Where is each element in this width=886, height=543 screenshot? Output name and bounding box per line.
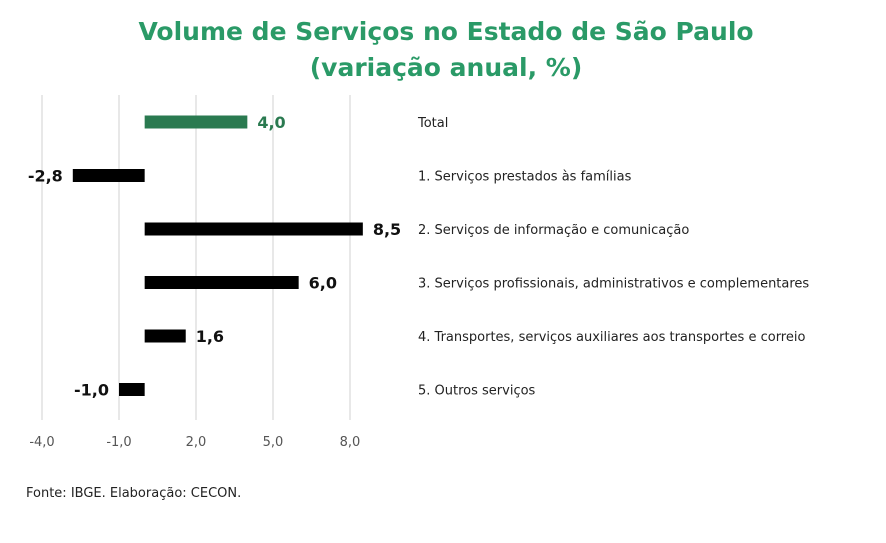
bar <box>119 383 145 396</box>
category-label: 4. Transportes, serviços auxiliares aos … <box>418 330 805 345</box>
category-label: 5. Outros serviços <box>418 384 536 399</box>
x-tick-label: 5,0 <box>263 435 284 450</box>
data-label: -2,8 <box>28 167 63 186</box>
data-label: 6,0 <box>309 274 337 293</box>
data-label: -1,0 <box>74 381 109 400</box>
value-labels: 4,0 -2,8 8,5 6,0 1,6 -1,0 <box>28 113 401 400</box>
x-axis-ticks: -4,0 -1,0 2,0 5,0 8,0 <box>29 435 360 450</box>
category-label: Total <box>417 116 448 131</box>
data-label: 1,6 <box>196 327 224 346</box>
bar <box>144 276 299 289</box>
category-label: 3. Serviços profissionais, administrativ… <box>418 277 809 292</box>
bar <box>144 222 363 236</box>
category-labels: Total 1. Serviços prestados às famílias 2.… <box>417 116 809 399</box>
x-tick-label: 8,0 <box>340 435 361 450</box>
source-note: Fonte: IBGE. Elaboração: CECON. <box>26 486 242 501</box>
x-tick-label: -4,0 <box>29 435 54 450</box>
bar <box>144 115 248 129</box>
chart-title: Volume de Serviços no Estado de São Paul… <box>138 17 753 46</box>
bars <box>72 115 363 396</box>
category-label: 1. Serviços prestados às famílias <box>418 170 632 185</box>
category-label: 2. Serviços de informação e comunicação <box>418 223 689 238</box>
x-tick-label: 2,0 <box>186 435 207 450</box>
data-label: 8,5 <box>373 220 401 239</box>
bar <box>72 169 145 182</box>
chart-subtitle: (variação anual, %) <box>310 53 583 82</box>
bar <box>144 329 186 343</box>
data-label: 4,0 <box>257 113 285 132</box>
gridlines <box>41 95 351 420</box>
x-tick-label: -1,0 <box>106 435 131 450</box>
